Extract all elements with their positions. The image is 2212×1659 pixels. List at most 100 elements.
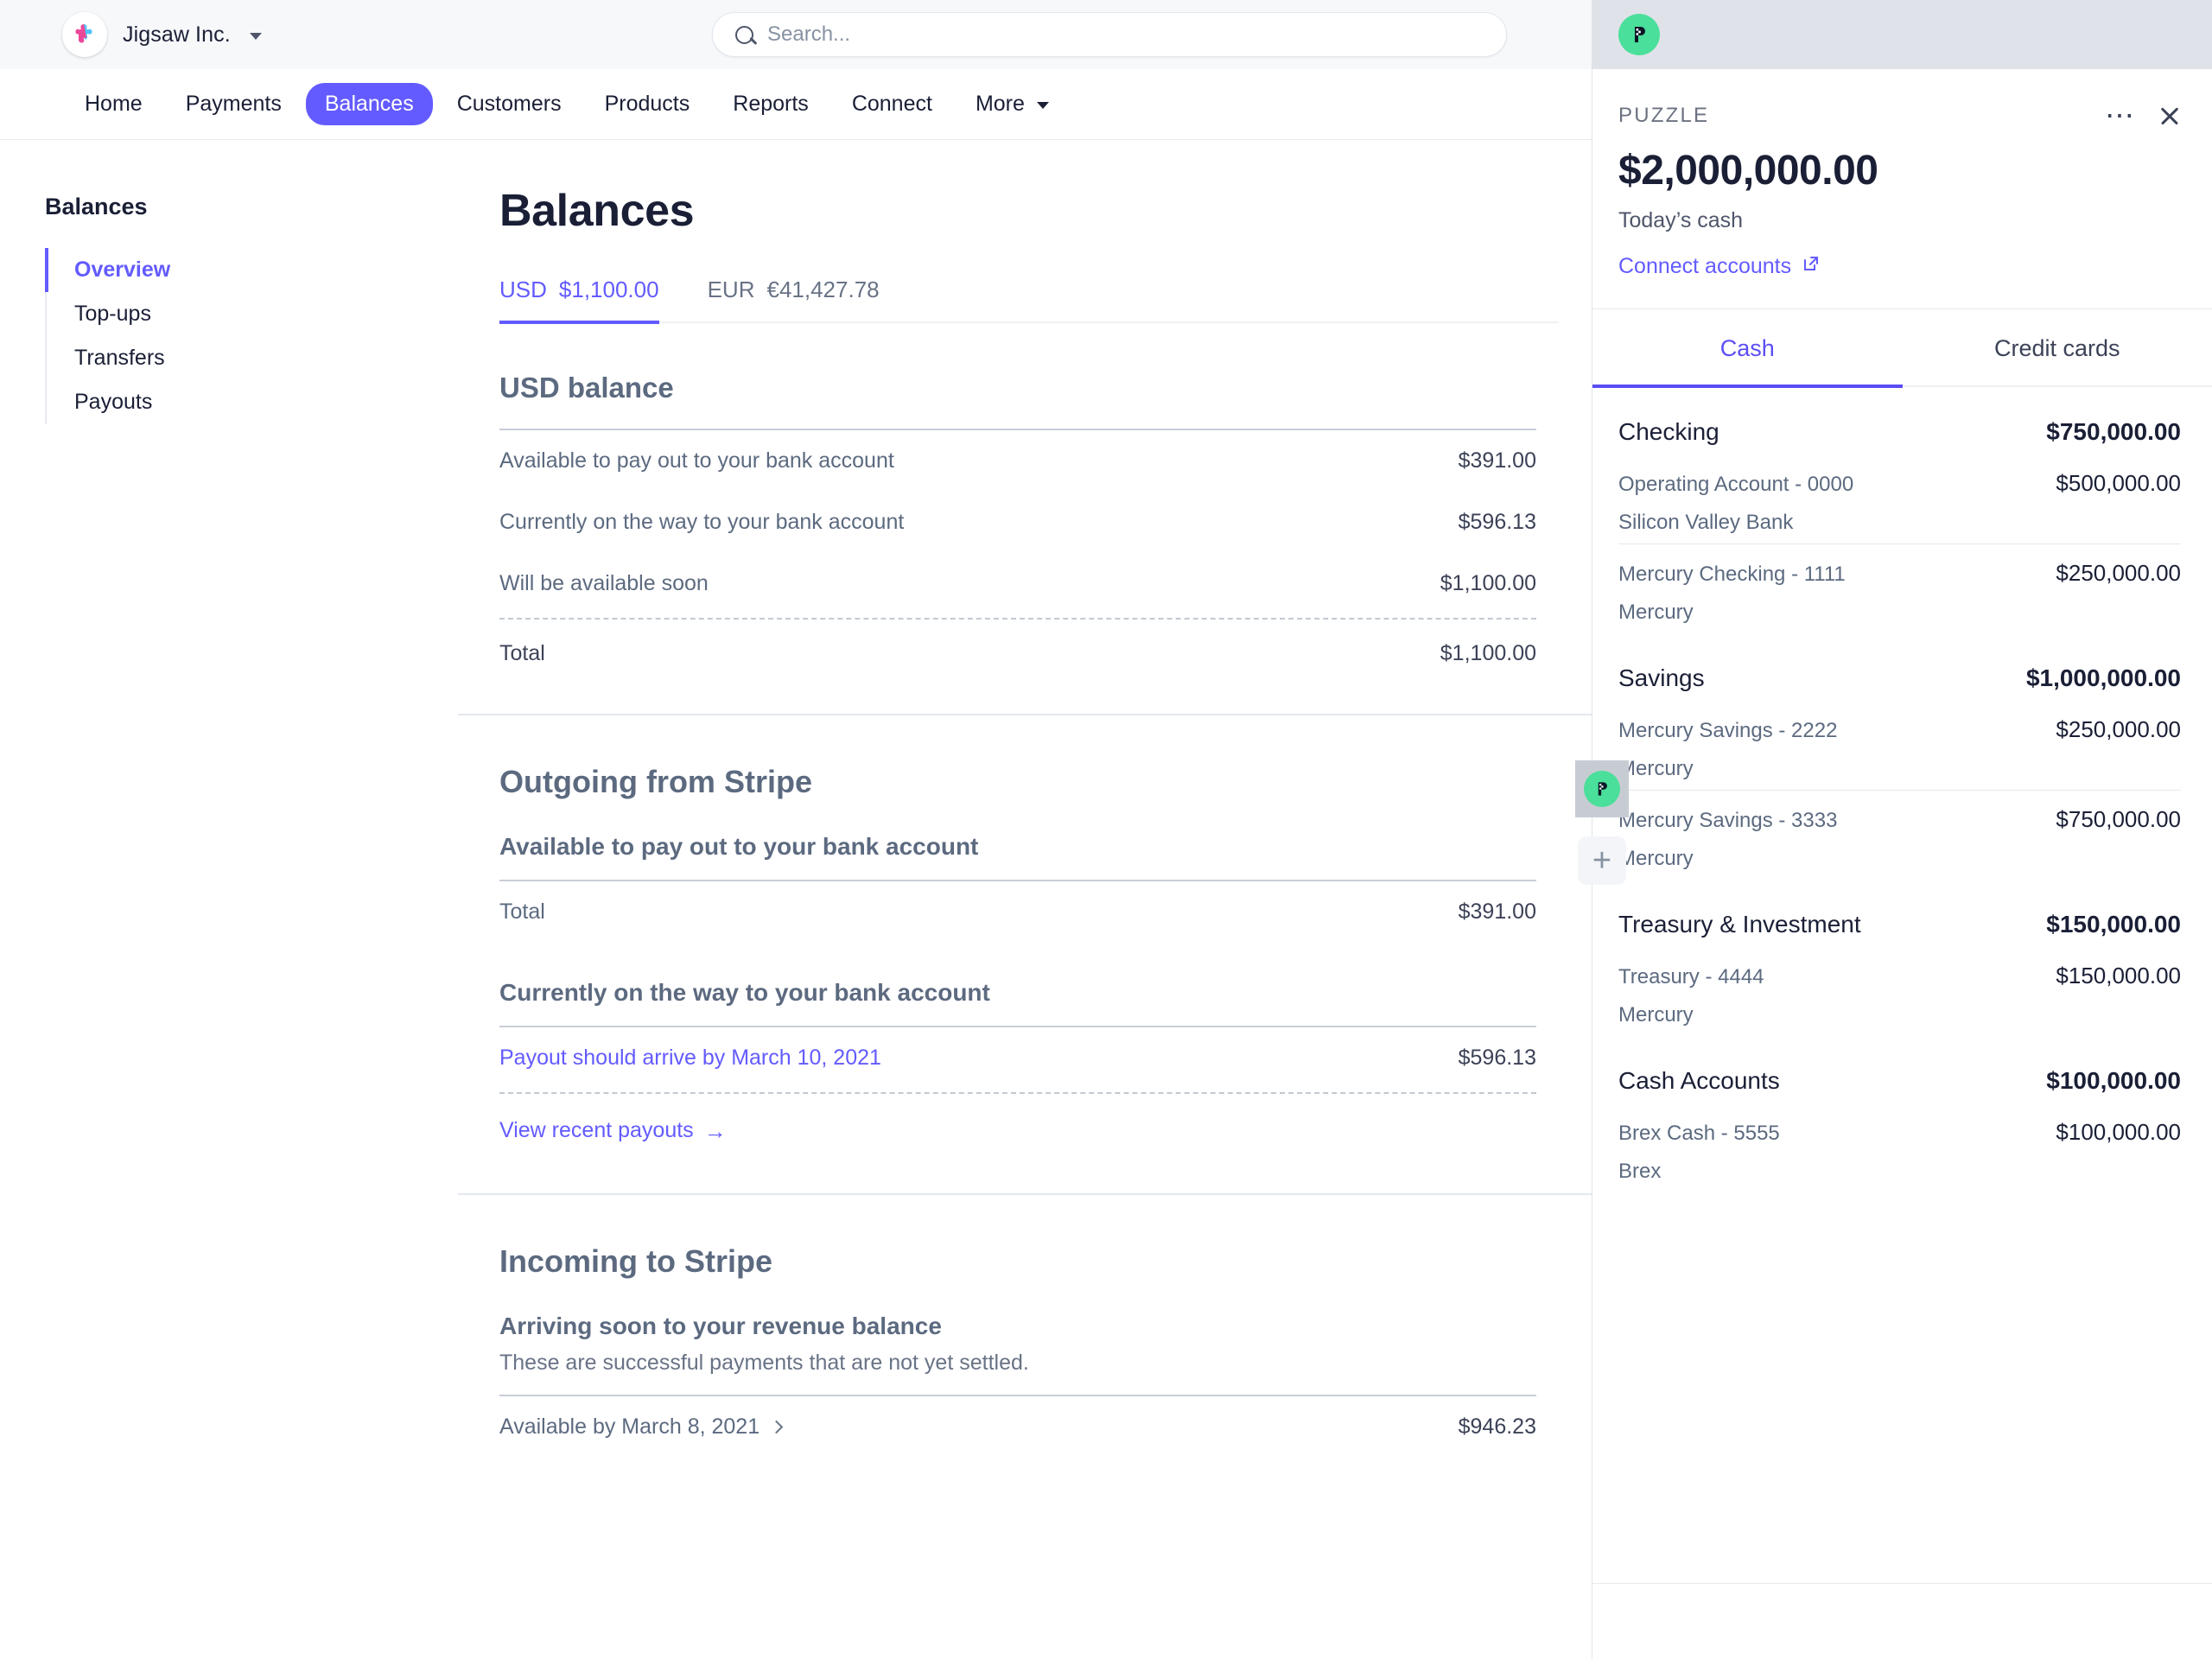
tab-eur-amount: €41,427.78 bbox=[766, 276, 880, 302]
row-label: Currently on the way to your bank accoun… bbox=[499, 510, 905, 534]
sidebar-list: Overview Top-ups Transfers Payouts bbox=[45, 248, 458, 424]
group-total: $100,000.00 bbox=[2046, 1067, 2181, 1094]
list-item[interactable]: Treasury - 4444 $150,000.00 Mercury bbox=[1618, 947, 2181, 1036]
puzzle-app-logo-icon bbox=[1584, 771, 1620, 807]
list-item[interactable]: Operating Account - 0000 $500,000.00 Sil… bbox=[1618, 454, 2181, 543]
nav-item-more[interactable]: More bbox=[957, 83, 1068, 125]
incoming-row-value: $946.23 bbox=[1458, 1414, 1536, 1439]
sidebar-title: Balances bbox=[45, 194, 148, 219]
account-group-treasury-investment: Treasury & Investment $150,000.00 Treasu… bbox=[1618, 880, 2181, 1036]
account-amount: $250,000.00 bbox=[2056, 560, 2181, 586]
row-value: $596.13 bbox=[1458, 510, 1536, 534]
account-amount: $150,000.00 bbox=[2056, 963, 2181, 988]
table-row: Will be available soon $1,100.00 bbox=[499, 553, 1536, 614]
primary-nav: Home Payments Balances Customers Product… bbox=[0, 69, 1592, 140]
account-name: Mercury Savings - 3333 bbox=[1618, 809, 1838, 832]
total-label: Total bbox=[499, 641, 545, 665]
nav-more-label: More bbox=[975, 92, 1025, 116]
account-bank: Mercury bbox=[1618, 847, 1694, 870]
row-value: $1,100.00 bbox=[1440, 571, 1536, 595]
sidebar-item-top-ups[interactable]: Top-ups bbox=[74, 302, 151, 326]
outgoing-ontheway-subheading: Currently on the way to your bank accoun… bbox=[499, 979, 990, 1006]
outgoing-heading: Outgoing from Stripe bbox=[499, 764, 812, 799]
account-bank: Mercury bbox=[1618, 757, 1694, 780]
tab-cash[interactable]: Cash bbox=[1592, 335, 1903, 388]
group-name: Treasury & Investment bbox=[1618, 911, 1861, 938]
chevron-down-icon bbox=[1036, 102, 1049, 109]
nav-item-reports[interactable]: Reports bbox=[733, 92, 809, 116]
list-item[interactable]: Mercury Checking - 1111 $250,000.00 Merc… bbox=[1618, 543, 2181, 633]
tab-eur[interactable]: EUR €41,427.78 bbox=[708, 276, 880, 324]
sidebar-item-overview[interactable]: Overview bbox=[45, 248, 458, 292]
incoming-subheading: Arriving soon to your revenue balance bbox=[499, 1313, 942, 1339]
main-content: Balances USD $1,100.00 EUR €41,427.78 bbox=[458, 140, 1592, 1458]
list-item[interactable]: Mercury Savings - 2222 $250,000.00 Mercu… bbox=[1618, 701, 2181, 790]
nav-item-products[interactable]: Products bbox=[604, 92, 690, 116]
group-name: Savings bbox=[1618, 664, 1705, 691]
stripe-dashboard: Jigsaw Inc. Search... Home Payments Bala… bbox=[0, 0, 1592, 1659]
account-group-checking: Checking $750,000.00 Operating Account -… bbox=[1618, 387, 2181, 633]
app-launcher-rail: + bbox=[1575, 760, 1629, 885]
nav-item-home[interactable]: Home bbox=[85, 92, 143, 116]
table-row: Available to pay out to your bank accoun… bbox=[499, 430, 1536, 492]
tab-usd-code: USD bbox=[499, 276, 547, 302]
search-placeholder: Search... bbox=[767, 22, 851, 46]
account-bank: Silicon Valley Bank bbox=[1618, 511, 1794, 534]
group-name: Cash Accounts bbox=[1618, 1067, 1780, 1094]
total-row: Total $1,100.00 bbox=[499, 623, 1536, 684]
account-name: Operating Account - 0000 bbox=[1618, 473, 1854, 496]
table-row: Total $391.00 bbox=[499, 881, 1536, 943]
divider bbox=[499, 880, 1536, 881]
account-name: Treasury - 4444 bbox=[1618, 965, 1764, 988]
ellipsis-icon[interactable]: ⋯ bbox=[2105, 99, 2136, 132]
list-item[interactable]: Mercury Savings - 3333 $750,000.00 Mercu… bbox=[1618, 790, 2181, 880]
connect-accounts-link[interactable]: Connect accounts bbox=[1618, 254, 1821, 279]
sidebar-item-transfers[interactable]: Transfers bbox=[74, 346, 165, 370]
dashed-divider bbox=[499, 618, 1536, 620]
incoming-note: These are successful payments that are n… bbox=[499, 1351, 1029, 1375]
nav-item-connect[interactable]: Connect bbox=[851, 92, 932, 116]
group-name: Checking bbox=[1618, 418, 1719, 445]
row-label: Total bbox=[499, 899, 545, 924]
tab-credit-cards[interactable]: Credit cards bbox=[1993, 335, 2120, 361]
account-amount: $500,000.00 bbox=[2056, 470, 2181, 496]
divider bbox=[499, 1395, 1536, 1396]
nav-item-balances[interactable]: Balances bbox=[305, 83, 433, 125]
tab-usd[interactable]: USD $1,100.00 bbox=[499, 276, 659, 324]
payout-row-label[interactable]: Payout should arrive by March 10, 2021 bbox=[499, 1046, 881, 1070]
nav-item-customers[interactable]: Customers bbox=[456, 92, 562, 116]
group-total: $150,000.00 bbox=[2046, 911, 2181, 938]
view-recent-payouts-link[interactable]: View recent payouts → bbox=[499, 1097, 727, 1164]
arrow-right-icon: → bbox=[703, 1117, 727, 1144]
account-amount: $250,000.00 bbox=[2056, 716, 2181, 742]
search-input[interactable]: Search... bbox=[712, 12, 1507, 57]
panel-header: PUZZLE ⋯ $2,000,000.00 Today’s cash Conn… bbox=[1592, 69, 2212, 309]
sidebar-item-payouts[interactable]: Payouts bbox=[74, 390, 153, 414]
row-label: Available to pay out to your bank accoun… bbox=[499, 448, 894, 473]
close-icon[interactable] bbox=[2158, 105, 2181, 127]
account-switcher[interactable]: Jigsaw Inc. bbox=[62, 12, 262, 57]
rail-puzzle-button[interactable] bbox=[1575, 760, 1629, 817]
usd-balance-section: USD balance Available to pay out to your… bbox=[499, 323, 1559, 684]
account-bank: Mercury bbox=[1618, 601, 1694, 624]
incoming-section: Incoming to Stripe Arriving soon to your… bbox=[499, 1195, 1559, 1458]
sidebar: Balances Overview Top-ups Transfers Payo… bbox=[0, 140, 458, 1458]
usd-balance-rows: Available to pay out to your bank accoun… bbox=[499, 430, 1536, 684]
list-item[interactable]: Brex Cash - 5555 $100,000.00 Brex bbox=[1618, 1103, 2181, 1192]
plus-icon[interactable]: + bbox=[1578, 836, 1626, 885]
view-recent-payouts-label: View recent payouts bbox=[499, 1118, 694, 1142]
group-total: $1,000,000.00 bbox=[2025, 664, 2181, 691]
accounts-list[interactable]: Checking $750,000.00 Operating Account -… bbox=[1592, 387, 2212, 1583]
panel-title: PUZZLE bbox=[1618, 104, 1710, 127]
row-value: $391.00 bbox=[1458, 448, 1536, 473]
nav-item-payments[interactable]: Payments bbox=[185, 92, 282, 116]
global-search[interactable]: Search... bbox=[712, 12, 1507, 57]
row-label: Will be available soon bbox=[499, 571, 709, 595]
divider bbox=[499, 429, 1536, 430]
section-divider bbox=[458, 714, 1592, 715]
incoming-row[interactable]: Available by March 8, 2021 $946.23 bbox=[499, 1396, 1536, 1458]
chevron-down-icon[interactable] bbox=[249, 32, 262, 40]
puzzle-app-logo-icon bbox=[1618, 14, 1660, 55]
payout-row[interactable]: Payout should arrive by March 10, 2021 $… bbox=[499, 1027, 1536, 1089]
